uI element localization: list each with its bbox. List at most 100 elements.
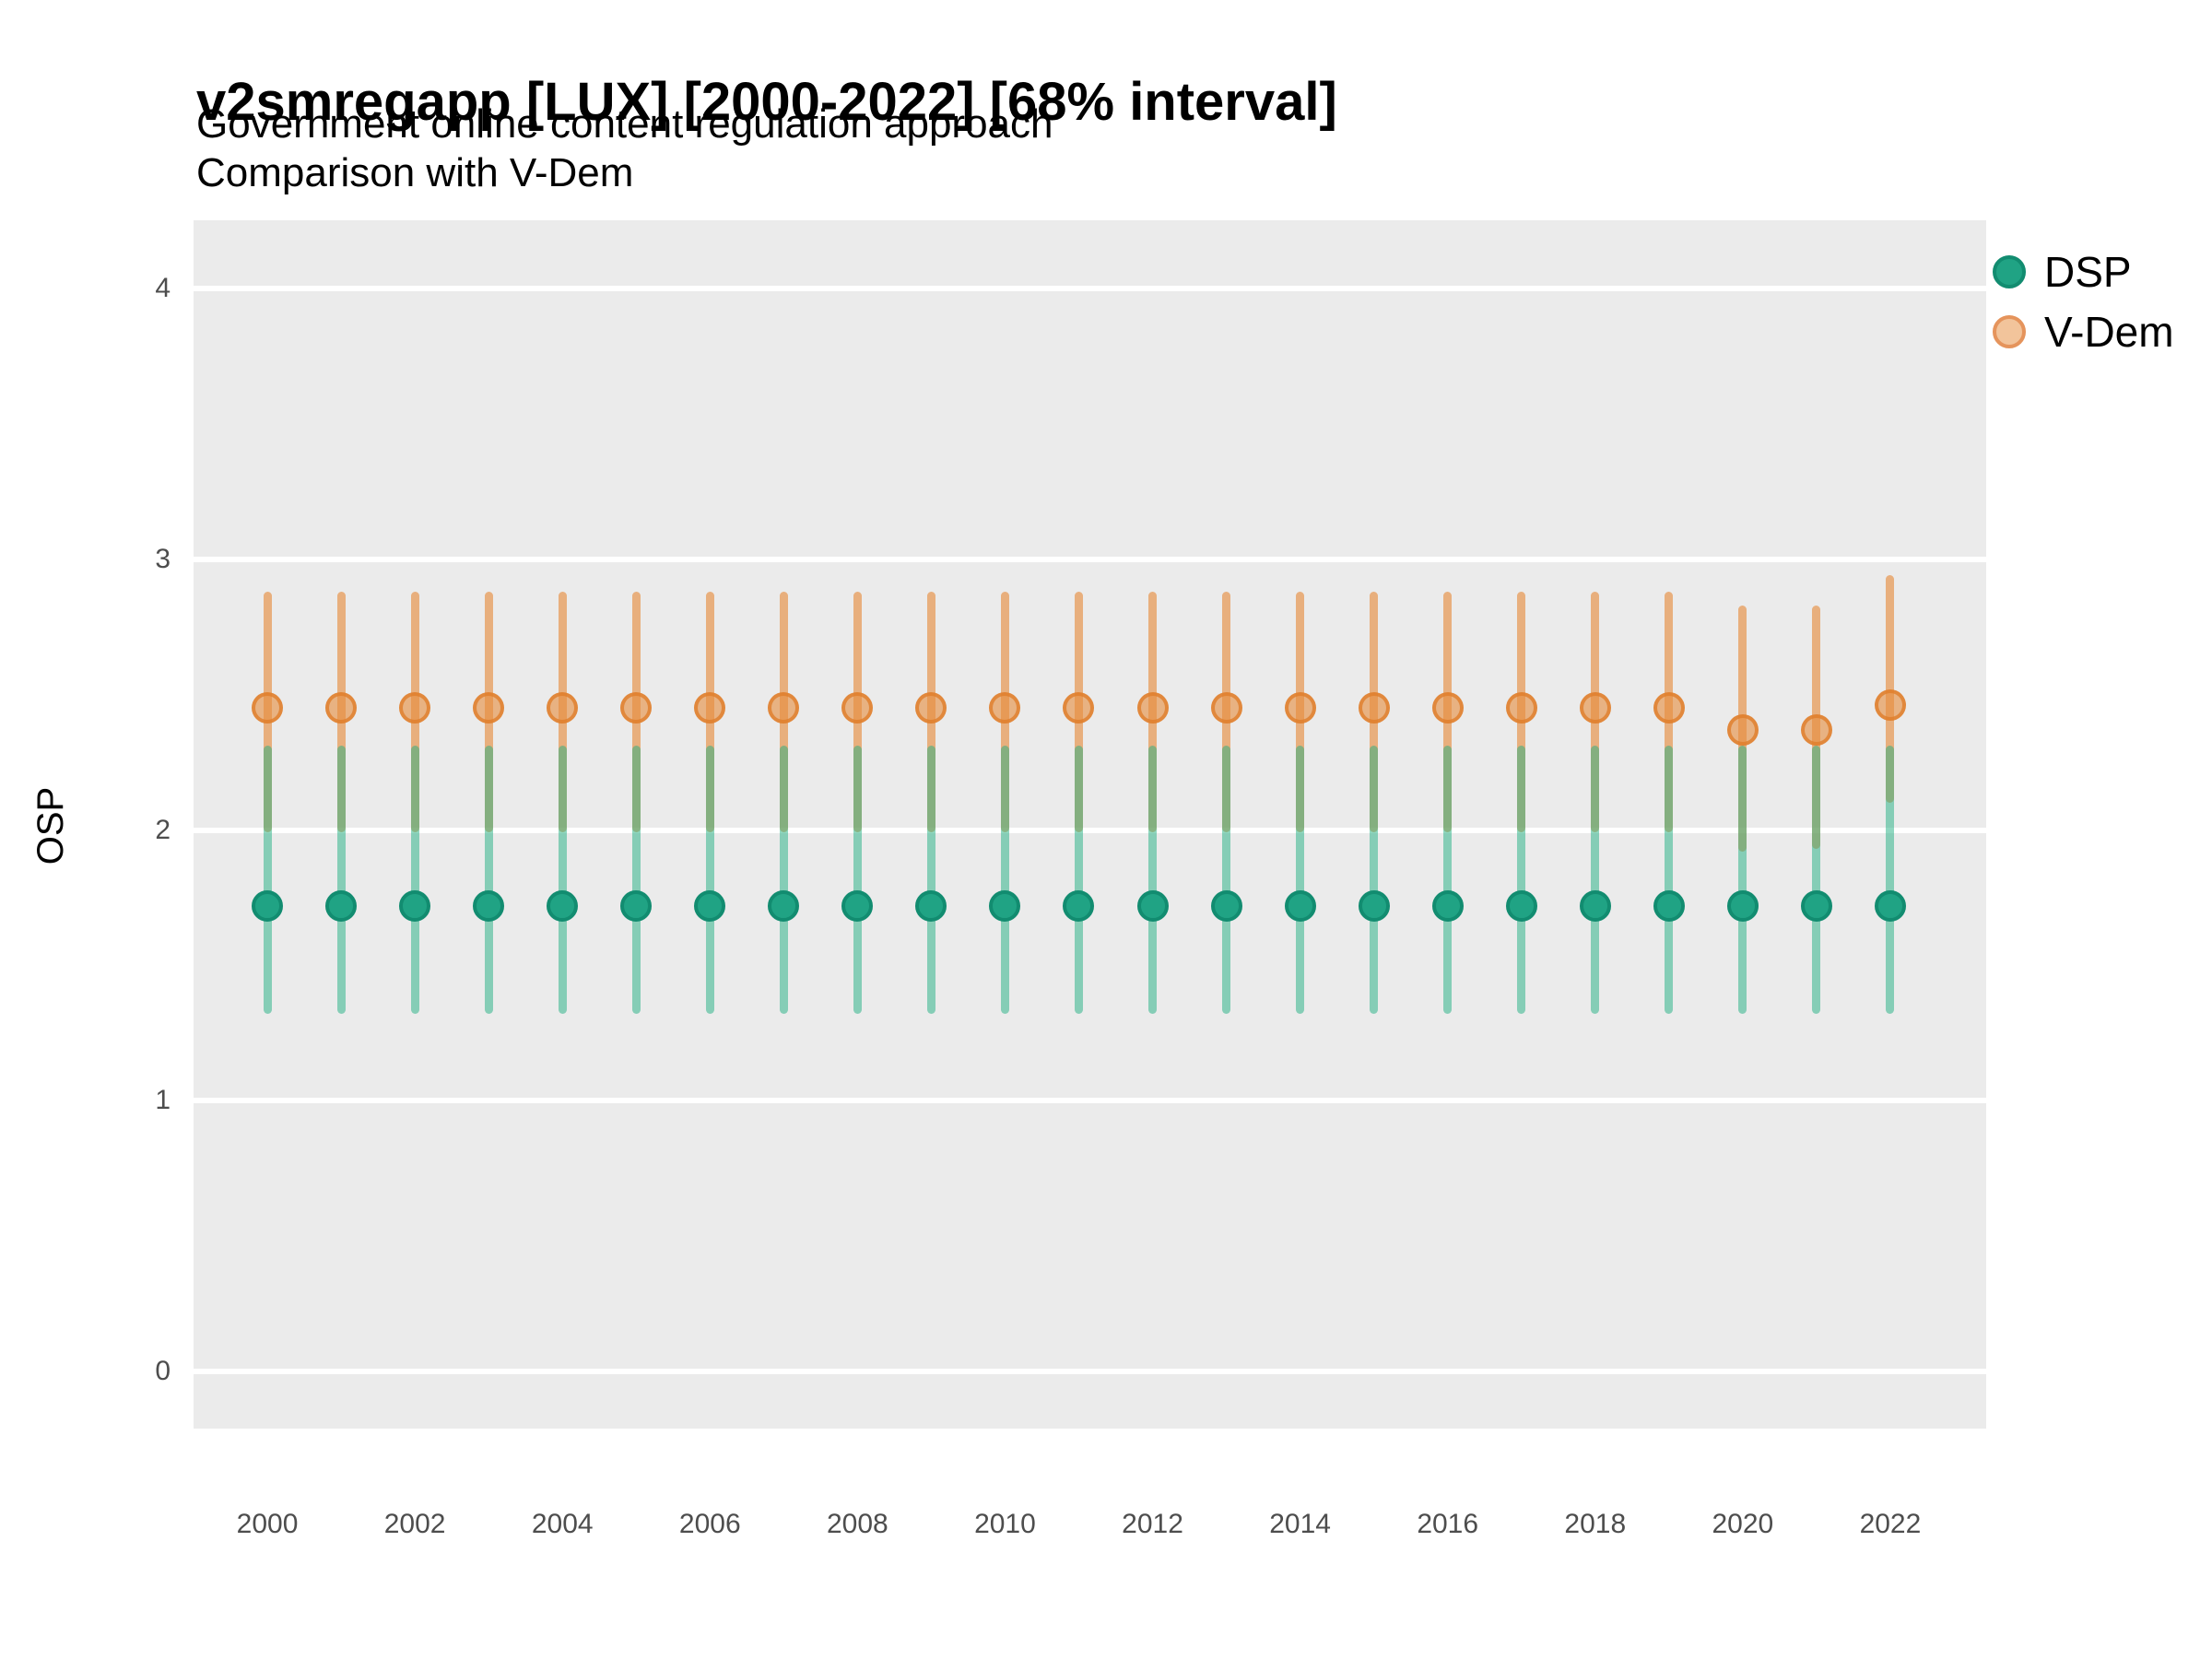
dsp-point-2014	[1284, 889, 1316, 922]
vdem-point-2003	[473, 692, 505, 724]
dsp-point-2016	[1431, 889, 1464, 922]
vdem-point-2000	[252, 692, 284, 724]
vdem-point-2005	[620, 692, 653, 724]
y-tick-label: 0	[155, 1356, 171, 1387]
vdem-point-2022	[1874, 689, 1906, 722]
x-tick-label: 2008	[826, 1509, 888, 1539]
vdem-point-2006	[694, 692, 726, 724]
dsp-interval-2007	[779, 746, 788, 1015]
chart-title: v2smregapp [LUX] [2000-2022] [68% interv…	[196, 71, 1337, 132]
dsp-point-2005	[620, 889, 653, 922]
x-tick-label: 2006	[678, 1509, 741, 1539]
vdem-point-2021	[1800, 713, 1832, 746]
dsp-interval-2000	[263, 746, 272, 1015]
dsp-point-2007	[768, 889, 800, 922]
dsp-interval-2020	[1738, 746, 1747, 1015]
dsp-point-2022	[1874, 889, 1906, 922]
legend-item-vdem: V-Dem	[1993, 308, 2174, 356]
y-tick-label: 4	[155, 273, 171, 304]
vdem-point-2019	[1653, 692, 1685, 724]
vdem-point-2007	[768, 692, 800, 724]
dsp-point-2006	[694, 889, 726, 922]
vdem-point-2004	[547, 692, 579, 724]
dsp-point-2015	[1358, 889, 1390, 922]
dsp-interval-2002	[410, 746, 419, 1015]
vdem-point-2010	[989, 692, 1021, 724]
dsp-point-2010	[989, 889, 1021, 922]
vdem-point-2018	[1579, 692, 1611, 724]
vdem-point-2001	[325, 692, 358, 724]
dsp-point-2003	[473, 889, 505, 922]
vdem-point-2016	[1431, 692, 1464, 724]
vdem-legend-marker-icon	[1993, 315, 2026, 348]
dsp-interval-2014	[1296, 746, 1305, 1015]
dsp-interval-2011	[1074, 746, 1083, 1015]
dsp-point-2001	[325, 889, 358, 922]
dsp-interval-2001	[336, 746, 346, 1015]
x-tick-label: 2012	[1122, 1509, 1183, 1539]
dsp-interval-2009	[926, 746, 935, 1015]
gridline-y-3	[194, 556, 1986, 562]
vdem-point-2011	[1063, 692, 1095, 724]
dsp-point-2021	[1800, 889, 1832, 922]
dsp-point-2009	[915, 889, 947, 922]
vdem-point-2008	[841, 692, 874, 724]
dsp-legend-marker-icon	[1993, 255, 2026, 288]
dsp-interval-2010	[1000, 746, 1009, 1015]
dsp-point-2002	[399, 889, 431, 922]
dsp-interval-2005	[631, 746, 641, 1015]
gridline-y-4	[194, 286, 1986, 292]
vdem-point-2012	[1136, 692, 1169, 724]
vdem-point-2014	[1284, 692, 1316, 724]
legend: DSP V-Dem	[1993, 248, 2174, 371]
dsp-point-2011	[1063, 889, 1095, 922]
dsp-point-2008	[841, 889, 874, 922]
dsp-interval-2016	[1443, 746, 1453, 1015]
x-tick-label: 2000	[236, 1509, 299, 1539]
dsp-interval-2012	[1148, 746, 1158, 1015]
plot-panel	[194, 220, 1986, 1429]
dsp-interval-2013	[1222, 746, 1231, 1015]
dsp-interval-2006	[705, 746, 714, 1015]
vdem-point-2015	[1358, 692, 1390, 724]
x-tick-label: 2010	[974, 1509, 1036, 1539]
dsp-point-2004	[547, 889, 579, 922]
gridline-y-2	[194, 827, 1986, 833]
dsp-interval-2022	[1886, 746, 1895, 1015]
x-tick-label: 2004	[531, 1509, 594, 1539]
x-tick-label: 2018	[1564, 1509, 1627, 1539]
dsp-interval-2008	[853, 746, 862, 1015]
y-tick-label: 1	[155, 1085, 171, 1116]
dsp-point-2020	[1726, 889, 1759, 922]
dsp-interval-2021	[1812, 746, 1821, 1015]
y-tick-label: 3	[155, 543, 171, 574]
dsp-interval-2015	[1370, 746, 1379, 1015]
dsp-point-2018	[1579, 889, 1611, 922]
dsp-interval-2003	[484, 746, 493, 1015]
vdem-point-2020	[1726, 713, 1759, 746]
gridline-y-1	[194, 1098, 1986, 1104]
dsp-point-2000	[252, 889, 284, 922]
x-tick-label: 2022	[1859, 1509, 1922, 1539]
dsp-point-2017	[1505, 889, 1537, 922]
dsp-point-2019	[1653, 889, 1685, 922]
vdem-point-2002	[399, 692, 431, 724]
x-tick-label: 2002	[383, 1509, 446, 1539]
vdem-interval-2022	[1886, 575, 1895, 804]
legend-label-dsp: DSP	[2044, 248, 2132, 296]
dsp-point-2013	[1210, 889, 1242, 922]
x-tick-label: 2016	[1417, 1509, 1479, 1539]
dsp-point-2012	[1136, 889, 1169, 922]
legend-label-vdem: V-Dem	[2044, 308, 2174, 356]
chart-subtitle-line2: Comparison with V-Dem	[196, 150, 634, 195]
dsp-interval-2017	[1517, 746, 1526, 1015]
dsp-interval-2018	[1591, 746, 1600, 1015]
x-tick-label: 2014	[1269, 1509, 1331, 1539]
gridline-y-0	[194, 1369, 1986, 1375]
dsp-interval-2004	[558, 746, 567, 1015]
vdem-point-2017	[1505, 692, 1537, 724]
legend-item-dsp: DSP	[1993, 248, 2174, 296]
vdem-point-2009	[915, 692, 947, 724]
vdem-point-2013	[1210, 692, 1242, 724]
